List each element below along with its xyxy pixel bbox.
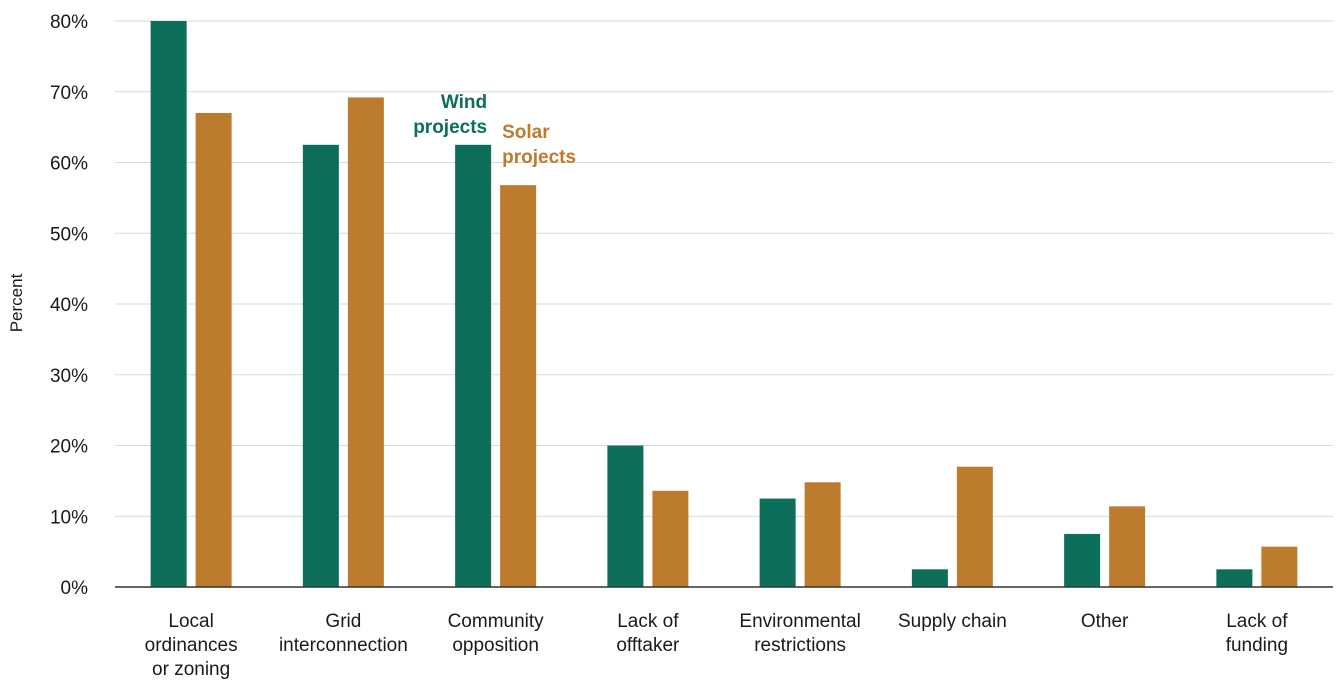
solar-series-label: Solar projects [502, 122, 576, 168]
y-tick-label: 40% [50, 295, 88, 316]
solar-bar [652, 490, 689, 587]
solar-bar [1261, 546, 1298, 587]
wind-bar [150, 21, 187, 587]
x-tick-label: Community opposition [448, 611, 545, 656]
y-tick-label: 10% [50, 507, 88, 528]
y-tick-label: 20% [50, 437, 88, 458]
x-tick-labels: Local ordinances or zoning Grid interconnect… [145, 611, 1289, 680]
wind-bar [1216, 569, 1253, 587]
solar-bar [500, 185, 537, 587]
gridlines [115, 20, 1333, 517]
y-tick-label: 80% [50, 12, 88, 33]
wind-bar [302, 144, 339, 587]
y-tick-label: 0% [61, 578, 89, 599]
bars [150, 21, 1298, 587]
series-labels: Wind projects Solar projects [413, 92, 576, 168]
y-tick-label: 30% [50, 366, 88, 387]
solar-bar [956, 466, 993, 587]
solar-bar [347, 97, 384, 587]
wind-bar [911, 569, 948, 587]
solar-bar [195, 112, 232, 587]
y-tick-label: 70% [50, 83, 88, 104]
y-tick-label: 60% [50, 154, 88, 175]
solar-bar [804, 482, 841, 587]
x-tick-label: Other [1081, 611, 1129, 632]
x-tick-label: Supply chain [898, 611, 1007, 632]
y-tick-labels: 0% 10% 20% 30% 40% 50% 60% 70% 80% [50, 12, 88, 599]
x-tick-label: Local ordinances or zoning [145, 611, 238, 680]
wind-series-label: Wind projects [413, 92, 487, 138]
wind-bar [1064, 533, 1101, 587]
x-tick-label: Environmental restrictions [739, 611, 860, 656]
wind-bar [759, 498, 796, 587]
wind-bar [607, 445, 644, 587]
x-tick-label: Lack of offtaker [616, 611, 680, 656]
y-tick-label: 50% [50, 224, 88, 245]
wind-bar [455, 144, 492, 587]
y-axis-label: Percent [7, 273, 26, 332]
solar-bar [1109, 506, 1146, 587]
x-tick-label: Grid interconnection [279, 611, 408, 656]
x-tick-label: Lack of funding [1226, 611, 1289, 656]
